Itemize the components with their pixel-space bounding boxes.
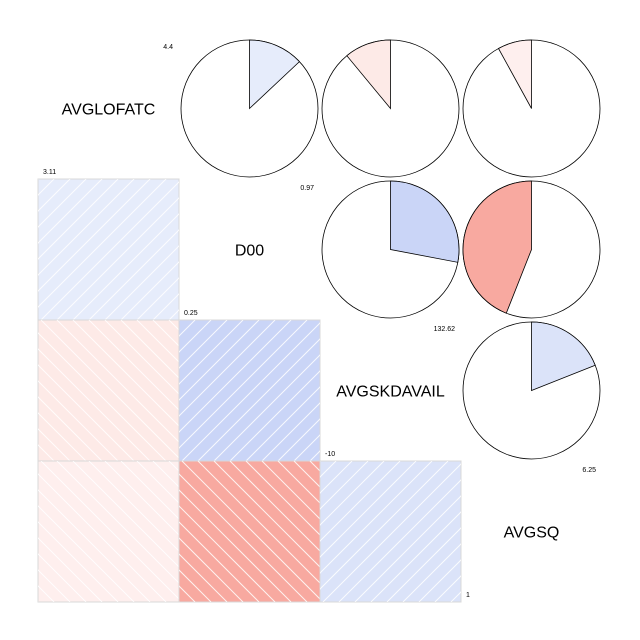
upper-pie-panels bbox=[180, 39, 601, 460]
pie-slice bbox=[497, 39, 532, 109]
variable-label-avgsq: AVGSQ bbox=[504, 525, 560, 542]
range-max-avgsq: 6.25 bbox=[582, 467, 596, 474]
shade-rect bbox=[37, 460, 180, 603]
shade-cell-avgsq-d00 bbox=[178, 460, 321, 603]
range-max-d00: 0.97 bbox=[300, 185, 314, 192]
shade-cell-d00-avglofatc bbox=[37, 178, 180, 321]
range-min-avgskdavail: -10 bbox=[325, 451, 335, 458]
pie-slice bbox=[249, 39, 300, 110]
pie-slice bbox=[531, 321, 596, 392]
shade-rect bbox=[319, 460, 462, 603]
variable-label-avglofatc: AVGLOFATC bbox=[62, 102, 156, 119]
diagonal-labels: AVGLOFATC 4.4 3.11 D00 0.97 0.25 AVGSKDAVAIL 13… bbox=[43, 44, 596, 599]
variable-label-avgskdavail: AVGSKDAVAIL bbox=[336, 384, 445, 401]
pie-cell-d00-avgskdavail bbox=[321, 180, 460, 319]
range-max-avgskdavail: 132.62 bbox=[434, 326, 456, 333]
shade-rect bbox=[178, 319, 321, 462]
pie-slice bbox=[390, 180, 460, 263]
range-min-avglofatc: 3.11 bbox=[43, 169, 56, 176]
pie-cell-avglofatc-d00 bbox=[180, 39, 319, 178]
shade-hatch bbox=[38, 179, 179, 320]
shade-cell-avgsq-avglofatc bbox=[37, 460, 180, 603]
shade-cell-avgskdavail-d00 bbox=[178, 319, 321, 462]
shade-hatch bbox=[179, 320, 320, 461]
shade-hatch bbox=[38, 320, 179, 461]
pie-slice bbox=[462, 180, 532, 314]
pie-slice bbox=[346, 39, 391, 110]
lower-shade-panels bbox=[37, 178, 462, 603]
shade-rect bbox=[37, 178, 180, 321]
shade-rect bbox=[178, 460, 321, 603]
shade-hatch bbox=[320, 461, 461, 602]
shade-hatch bbox=[38, 461, 179, 602]
shade-cell-avgsq-avgskdavail bbox=[319, 460, 462, 603]
variable-label-d00: D00 bbox=[235, 243, 264, 260]
pie-cell-avglofatc-avgskdavail bbox=[321, 39, 460, 178]
range-min-d00: 0.25 bbox=[184, 310, 198, 317]
pie-cell-d00-avgsq bbox=[462, 180, 601, 319]
pie-cell-avglofatc-avgsq bbox=[462, 39, 601, 178]
range-max-avglofatc: 4.4 bbox=[163, 44, 173, 51]
pie-cell-avgskdavail-avgsq bbox=[462, 321, 601, 460]
shade-hatch bbox=[179, 461, 320, 602]
range-min-avgsq: 1 bbox=[466, 592, 470, 599]
